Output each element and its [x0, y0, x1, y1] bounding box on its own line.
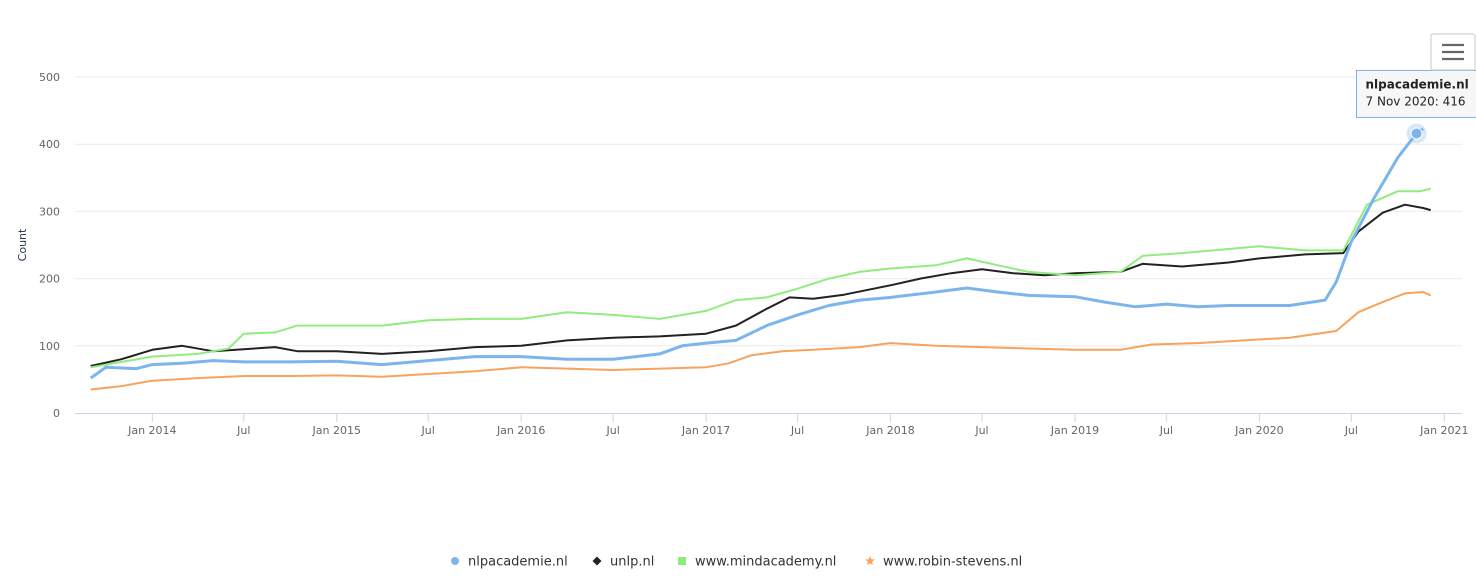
y-tick-label: 200: [39, 273, 60, 286]
y-axis-title: Count: [16, 228, 29, 261]
legend-item-nlpacademie.nl[interactable]: nlpacademie.nl: [451, 555, 568, 570]
x-axis-labels: Jan 2014 Jul Jan 2015 Jul Jan 2016 Jul Jan 201…: [127, 413, 1469, 437]
x-tick-label: Jan 2018: [865, 424, 914, 437]
series-line-nlpacademie.nl[interactable]: [89, 127, 1424, 380]
x-tick-label: Jan 2014: [127, 424, 176, 437]
y-tick-label: 100: [39, 340, 60, 353]
x-tick-label: Jan 2019: [1050, 424, 1099, 437]
series-line-www.mindacademy.nl[interactable]: [90, 187, 1431, 369]
tooltip-series-name: nlpacademie.nl: [1366, 77, 1469, 91]
x-tick-label: Jul: [1344, 424, 1358, 437]
legend-diamond-icon: [592, 556, 602, 566]
y-tick-label: 0: [53, 407, 60, 420]
x-tick-label: Jul: [1159, 424, 1173, 437]
y-tick-label: 500: [39, 71, 60, 84]
x-tick-label: Jan 2021: [1419, 424, 1468, 437]
x-tick-label: Jul: [421, 424, 435, 437]
legend-square-icon: [678, 557, 686, 565]
legend: nlpacademie.nl unlp.nl www.mindacademy.nl w…: [451, 555, 1022, 570]
legend-label: nlpacademie.nl: [468, 555, 568, 570]
x-tick-label: Jul: [605, 424, 619, 437]
x-tick-label: Jan 2020: [1234, 424, 1283, 437]
hover-point[interactable]: [1410, 127, 1423, 140]
y-tick-label: 400: [39, 138, 60, 151]
legend-item-www.robin-stevens.nl[interactable]: www.robin-stevens.nl: [865, 555, 1022, 570]
tooltip-box: [1356, 69, 1476, 118]
x-tick-label: Jan 2015: [312, 424, 361, 437]
grid-lines: [75, 76, 1462, 347]
x-tick-label: Jul: [236, 424, 250, 437]
x-tick-label: Jan 2017: [681, 424, 730, 437]
legend-item-www.mindacademy.nl[interactable]: www.mindacademy.nl: [678, 555, 836, 570]
legend-label: www.mindacademy.nl: [695, 555, 836, 570]
x-tick-label: Jan 2016: [496, 424, 545, 437]
y-tick-label: 300: [39, 205, 60, 218]
y-axis-labels: 0 100 200 300 400 500: [39, 71, 60, 420]
hamburger-menu-icon[interactable]: [1430, 33, 1476, 71]
legend-star-icon: [865, 556, 875, 565]
legend-label: www.robin-stevens.nl: [883, 555, 1022, 570]
series-lines[interactable]: [89, 123, 1432, 391]
x-tick-label: Jul: [974, 424, 988, 437]
legend-circle-icon: [451, 557, 459, 565]
series-line-unlp.nl[interactable]: [90, 203, 1431, 367]
series-line-www.robin-stevens.nl[interactable]: [90, 291, 1432, 391]
legend-label: unlp.nl: [610, 555, 654, 570]
tooltip: nlpacademie.nl 7 Nov 2020: 416: [1356, 69, 1476, 118]
tooltip-value: 7 Nov 2020: 416: [1366, 94, 1466, 108]
legend-item-unlp.nl[interactable]: unlp.nl: [592, 555, 655, 570]
x-tick-label: Jul: [790, 424, 804, 437]
